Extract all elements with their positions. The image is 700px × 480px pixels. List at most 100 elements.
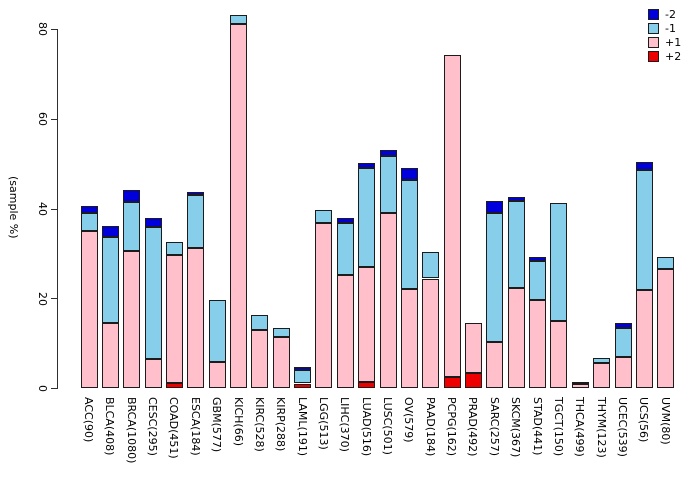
bar-segment-KICH(66)--1: [230, 15, 248, 25]
y-tick-label: 40: [36, 201, 49, 216]
bar-segment-COAD(451)-+2: [165, 383, 183, 388]
bar-segment-UVM(80)-+1: [657, 269, 675, 388]
bar-segment-STAD(441)-+1: [529, 300, 547, 388]
bar-segment-LGG(513)--1: [315, 210, 333, 223]
bar-segment-LUSC(501)--1: [379, 156, 397, 213]
bar-segment-BRCA(1080)-+1: [123, 251, 141, 388]
bar-segment-THCA(499)--1: [571, 381, 589, 384]
y-axis-line: [57, 29, 58, 389]
x-category-label: PCPG(162): [445, 397, 459, 457]
bar-segment-THYM(123)--1: [593, 358, 611, 364]
x-category-label: SARC(257): [487, 397, 501, 457]
y-axis-title: (sample %): [7, 176, 20, 239]
y-tick-label: 20: [36, 291, 49, 306]
bar-segment-UCS(56)--1: [635, 170, 653, 291]
x-category-label: COAD(451): [167, 397, 181, 459]
y-tick-mark: [51, 388, 57, 389]
bar-segment-PAAD(184)--1: [422, 252, 440, 279]
bar-segment-BRCA(1080)--2: [123, 190, 141, 202]
legend-swatch: [648, 37, 659, 48]
y-tick-mark: [51, 298, 57, 300]
bar-segment-PRAD(492)-+1: [464, 323, 482, 374]
bar-segment-TGCT(150)-+1: [550, 320, 568, 388]
x-category-label: SKCM(367): [509, 397, 523, 458]
x-category-label: PRAD(492): [466, 397, 480, 457]
x-category-label: CESC(295): [146, 397, 160, 456]
x-category-label: STAD(441): [530, 397, 544, 456]
x-category-label: UCEC(539): [616, 397, 629, 457]
bar-segment-LIHC(370)--2: [336, 218, 354, 224]
x-category-label: LAML(191): [295, 397, 309, 457]
bar-segment-SKCM(367)--2: [507, 196, 525, 201]
bar-segment-ACC(90)--1: [80, 212, 98, 231]
legend-label: +1: [665, 36, 682, 49]
bar-segment-ACC(90)-+1: [80, 230, 98, 388]
bar-segment-LUAD(516)-+1: [358, 267, 376, 383]
bar-segment-COAD(451)--1: [165, 242, 183, 255]
x-category-label: KIRC(528): [252, 397, 266, 452]
bar-segment-LIHC(370)--1: [336, 223, 354, 275]
bar-segment-SARC(257)--2: [486, 200, 504, 214]
x-category-label: BLCA(408): [103, 397, 117, 456]
bar-segment-KIRP(288)--1: [272, 328, 290, 337]
bar-segment-GBM(577)--1: [208, 300, 226, 362]
bar-segment-UCS(56)-+1: [635, 290, 653, 388]
x-category-label: UCS(56): [637, 397, 651, 443]
bar-segment-SARC(257)-+1: [486, 342, 504, 388]
bar-segment-KIRC(528)--1: [251, 315, 269, 331]
legend-label: -1: [665, 22, 676, 35]
x-category-label: OV(579): [402, 397, 416, 443]
bar-segment-OV(579)--2: [400, 168, 418, 180]
legend-label: +2: [665, 50, 682, 63]
bar-segment-LUSC(501)--2: [379, 149, 397, 157]
bar-segment-PRAD(492)-+2: [464, 373, 482, 388]
x-category-label: ESCA(184): [188, 397, 202, 456]
y-tick-label: 0: [36, 384, 49, 392]
legend-label: -2: [665, 8, 676, 21]
legend-swatch: [648, 9, 659, 20]
legend-swatch: [648, 51, 659, 62]
x-category-label: LGG(513): [316, 397, 330, 450]
x-category-label: TGCT(150): [551, 397, 565, 457]
bar-segment-LAML(191)--2: [294, 367, 312, 371]
bar-segment-CESC(295)-+1: [144, 358, 162, 388]
bar-segment-KIRP(288)-+1: [272, 336, 290, 388]
bar-segment-THYM(123)-+1: [593, 363, 611, 388]
x-category-label: LUSC(501): [381, 397, 395, 455]
x-category-label: KIRP(288): [274, 397, 288, 452]
x-category-label: PAAD(184): [423, 397, 437, 457]
bar-segment-LIHC(370)-+1: [336, 274, 354, 388]
bar-segment-PAAD(184)-+1: [422, 278, 440, 388]
y-tick-mark: [51, 29, 57, 30]
bar-segment-LGG(513)-+1: [315, 222, 333, 388]
bar-segment-LUSC(501)-+1: [379, 212, 397, 388]
bar-segment-PCPG(162)-+1: [443, 55, 461, 378]
bar-segment-OV(579)--1: [400, 179, 418, 290]
y-tick-mark: [51, 118, 57, 120]
x-category-label: LUAD(516): [359, 397, 373, 457]
bar-segment-UVM(80)--1: [657, 256, 675, 270]
bar-segment-BLCA(408)--2: [101, 226, 119, 238]
bar-segment-CESC(295)--1: [144, 227, 162, 359]
x-category-label: THCA(499): [573, 397, 587, 457]
legend-item--2: -2: [648, 8, 681, 21]
x-category-label: GBM(577): [210, 397, 224, 453]
bar-segment-THCA(499)-+1: [571, 383, 589, 388]
bar-segment-ESCA(184)-+1: [187, 248, 205, 388]
x-category-label: KICH(66): [231, 397, 245, 446]
bar-segment-UCEC(539)--2: [614, 323, 632, 329]
bar-segment-UCEC(539)--1: [614, 328, 632, 358]
bar-segment-BLCA(408)--1: [101, 237, 119, 324]
bar-segment-SARC(257)--1: [486, 213, 504, 343]
legend-swatch: [648, 23, 659, 34]
bar-segment-CESC(295)--2: [144, 218, 162, 228]
bar-segment-UCEC(539)-+1: [614, 357, 632, 388]
bar-segment-STAD(441)--1: [529, 261, 547, 301]
bar-segment-LUAD(516)-+2: [358, 382, 376, 388]
y-tick-mark: [51, 208, 57, 210]
bar-segment-OV(579)-+1: [400, 289, 418, 388]
y-tick-label: 60: [36, 112, 49, 127]
bar-segment-PCPG(162)-+2: [443, 377, 461, 388]
bar-segment-BRCA(1080)--1: [123, 201, 141, 252]
